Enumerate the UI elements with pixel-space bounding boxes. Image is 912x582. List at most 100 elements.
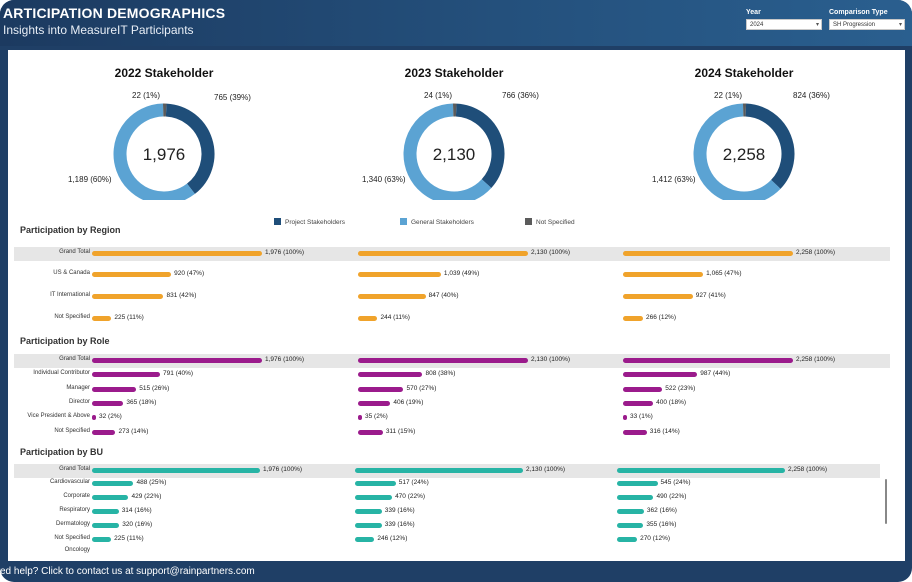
role-bar[interactable] [92, 415, 96, 420]
year-select-value: 2024 [750, 22, 764, 28]
bu-bar[interactable] [617, 495, 654, 500]
bu-row-label: Cardiovascular [49, 479, 90, 485]
bu-bar[interactable] [355, 523, 382, 528]
bu-bar[interactable] [92, 523, 120, 528]
support-link[interactable]: ed help? Click to contact us at support@… [0, 566, 255, 577]
region-bar[interactable] [623, 316, 644, 321]
role-row-label: Grand Total [59, 356, 90, 362]
bu-value-label: 339 (16%) [384, 507, 415, 514]
role-bar[interactable] [358, 430, 383, 435]
bu-bar[interactable] [355, 537, 375, 542]
chevron-down-icon: ▾ [815, 22, 819, 28]
bu-bar[interactable] [617, 509, 644, 514]
legend-item-project: Project Stakeholders [274, 218, 345, 226]
role-bar[interactable] [92, 387, 137, 392]
role-value-label: 35 (2%) [365, 413, 388, 420]
region-bar[interactable] [92, 316, 112, 321]
bu-bar[interactable] [355, 481, 396, 486]
role-value-label: 311 (15%) [385, 428, 416, 435]
region-value-label: 1,039 (49%) [443, 270, 480, 277]
comparison-select[interactable]: SH Progression ▾ [829, 19, 905, 30]
region-value-label: 2,130 (100%) [531, 249, 571, 256]
bu-bar[interactable] [617, 481, 658, 486]
bu-bar[interactable] [355, 495, 393, 500]
bu-value-label: 339 (16%) [384, 521, 415, 528]
region-bar[interactable] [623, 272, 704, 277]
region-bar[interactable] [623, 251, 793, 256]
bu-bar[interactable] [617, 537, 638, 542]
region-value-label: 244 (11%) [380, 314, 410, 321]
role-value-label: 1,976 (100%) [265, 356, 305, 363]
region-value-label: 2,258 (100%) [796, 249, 836, 256]
region-bar[interactable] [358, 272, 441, 277]
region-bar[interactable] [92, 251, 262, 256]
bu-bar[interactable] [92, 495, 129, 500]
role-bar[interactable] [358, 415, 362, 420]
role-value-label: 316 (14%) [649, 428, 680, 435]
legend-label: Project Stakeholders [285, 219, 345, 226]
year-filter: Year 2024 ▾ [746, 9, 822, 30]
bu-bar[interactable] [355, 468, 523, 473]
donut-slice-general[interactable] [113, 103, 195, 200]
bu-bar[interactable] [617, 523, 644, 528]
role-value-label: 273 (14%) [118, 428, 149, 435]
year-select[interactable]: 2024 ▾ [746, 19, 822, 30]
region-bar[interactable] [358, 251, 528, 256]
donut-total: 1,976 [142, 145, 186, 164]
bu-row-label: Corporate [63, 493, 90, 499]
legend-swatch [274, 218, 281, 225]
scrollbar-thumb[interactable] [885, 479, 887, 524]
role-row-label: Manager [66, 385, 90, 391]
donut-title: 2023 Stakeholder [404, 66, 504, 80]
general-label: 1,189 (60%) [68, 175, 112, 184]
bu-bar[interactable] [92, 509, 119, 514]
role-bar[interactable] [623, 415, 627, 420]
donut-chart [403, 103, 505, 200]
comparison-filter: Comparison Type SH Progression ▾ [829, 9, 905, 30]
region-bar[interactable] [92, 272, 172, 277]
region-row-label: Grand Total [59, 249, 90, 255]
role-bar[interactable] [623, 401, 654, 406]
region-value-label: 1,976 (100%) [265, 249, 305, 256]
general-label: 1,412 (63%) [652, 175, 696, 184]
region-bar[interactable] [358, 316, 378, 321]
role-bar[interactable] [92, 372, 161, 377]
role-row-label: Not Specified [54, 428, 90, 434]
role-bar[interactable] [623, 387, 663, 392]
donut-slice-project[interactable] [455, 103, 505, 189]
role-value-label: 570 (27%) [406, 385, 437, 392]
role-bar[interactable] [358, 358, 528, 363]
bu-bar[interactable] [92, 481, 134, 486]
role-value-label: 406 (19%) [393, 399, 424, 406]
region-section-title: Participation by Region [20, 225, 121, 235]
bu-bar[interactable] [92, 537, 112, 542]
bu-value-label: 362 (16%) [646, 507, 677, 514]
bu-value-label: 2,258 (100%) [788, 466, 828, 473]
region-bar[interactable] [358, 294, 426, 299]
bu-bar[interactable] [355, 509, 382, 514]
role-bar[interactable] [92, 430, 116, 435]
bu-scrollbar[interactable] [884, 473, 888, 533]
donut-slice-general[interactable] [403, 103, 492, 200]
role-bar[interactable] [358, 401, 391, 406]
bu-bar[interactable] [617, 468, 785, 473]
donut-slice-project[interactable] [165, 103, 215, 194]
bu-bar[interactable] [92, 468, 260, 473]
donut-slice-project[interactable] [745, 103, 795, 189]
role-bar[interactable] [623, 372, 698, 377]
donut-2022: 2022 Stakeholder 1,976 22 (1%) 765 (39%)… [64, 50, 264, 200]
role-bar[interactable] [623, 358, 793, 363]
region-row-label: IT International [50, 292, 90, 298]
role-value-label: 365 (18%) [126, 399, 157, 406]
role-bar[interactable] [358, 372, 423, 377]
donut-total: 2,258 [722, 145, 766, 164]
legend-swatch [525, 218, 532, 225]
role-bar[interactable] [92, 358, 262, 363]
region-bar[interactable] [92, 294, 164, 299]
donut-slice-general[interactable] [693, 103, 781, 200]
role-bar[interactable] [623, 430, 647, 435]
general-label: 1,340 (63%) [362, 175, 406, 184]
region-bar[interactable] [623, 294, 693, 299]
role-bar[interactable] [92, 401, 124, 406]
role-bar[interactable] [358, 387, 404, 392]
